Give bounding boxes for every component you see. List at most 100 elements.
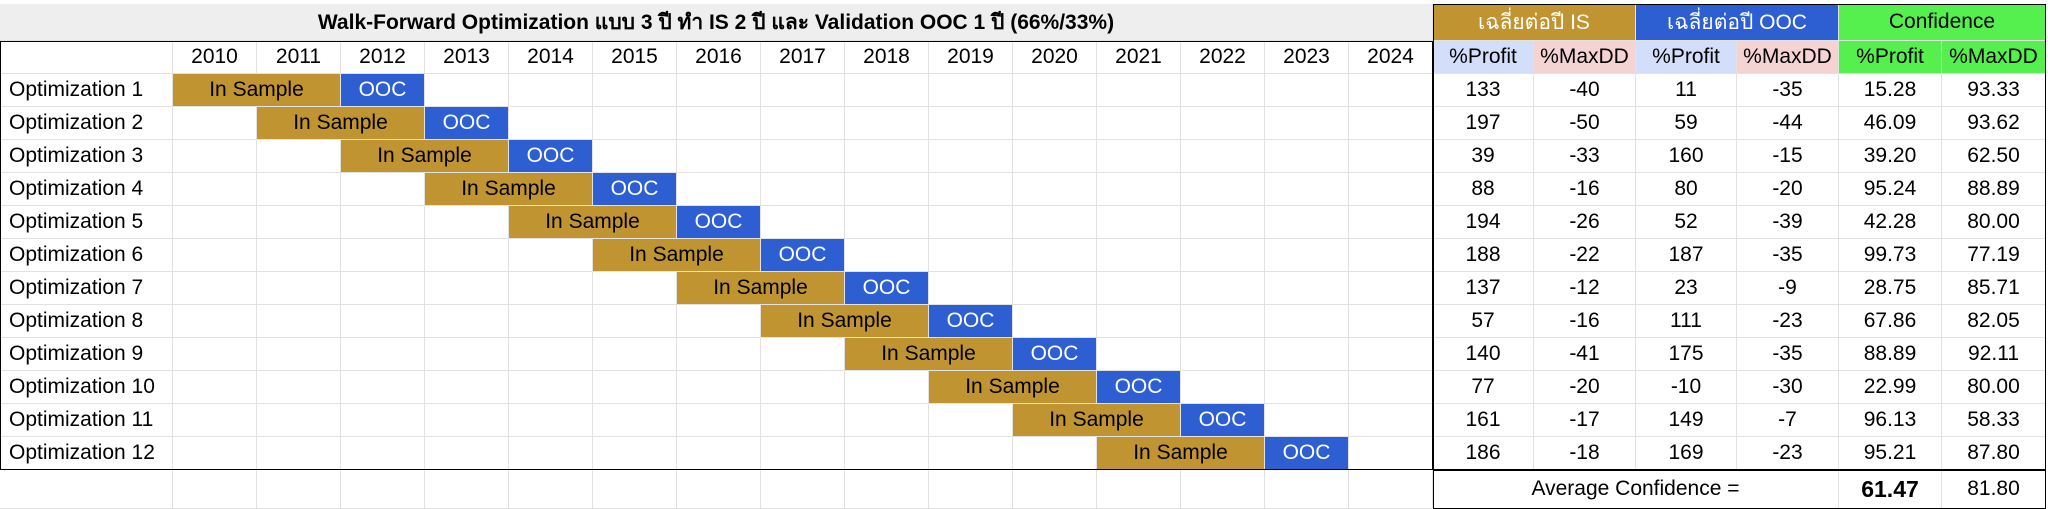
value-conf-profit[interactable]: 95.21 bbox=[1839, 437, 1942, 470]
empty-cell[interactable] bbox=[761, 338, 845, 371]
empty-cell[interactable] bbox=[425, 239, 509, 272]
empty-cell[interactable] bbox=[341, 404, 425, 437]
empty-cell[interactable] bbox=[1349, 74, 1433, 107]
empty-cell[interactable] bbox=[425, 206, 509, 239]
ooc-bar[interactable]: OOC bbox=[593, 173, 677, 206]
value-ooc-profit[interactable]: 111 bbox=[1636, 305, 1737, 338]
in-sample-bar[interactable]: In Sample bbox=[1013, 404, 1181, 437]
empty-cell[interactable] bbox=[1013, 272, 1097, 305]
year-header-2017[interactable]: 2017 bbox=[761, 41, 845, 74]
value-ooc-dd[interactable]: -39 bbox=[1737, 206, 1839, 239]
empty-cell[interactable] bbox=[173, 173, 257, 206]
value-conf-profit[interactable]: 67.86 bbox=[1839, 305, 1942, 338]
empty-cell[interactable] bbox=[1013, 437, 1097, 470]
value-is-profit[interactable]: 140 bbox=[1433, 338, 1534, 371]
empty-cell[interactable] bbox=[173, 371, 257, 404]
empty-cell[interactable] bbox=[173, 239, 257, 272]
value-is-profit[interactable]: 186 bbox=[1433, 437, 1534, 470]
ooc-bar[interactable]: OOC bbox=[1013, 338, 1097, 371]
value-ooc-dd[interactable]: -7 bbox=[1737, 404, 1839, 437]
value-is-dd[interactable]: -12 bbox=[1534, 272, 1636, 305]
value-is-dd[interactable]: -20 bbox=[1534, 371, 1636, 404]
empty-cell[interactable] bbox=[593, 272, 677, 305]
year-header-2021[interactable]: 2021 bbox=[1097, 41, 1181, 74]
value-ooc-profit[interactable]: -10 bbox=[1636, 371, 1737, 404]
value-is-profit[interactable]: 88 bbox=[1433, 173, 1534, 206]
value-ooc-dd[interactable]: -23 bbox=[1737, 437, 1839, 470]
empty-cell[interactable] bbox=[677, 404, 761, 437]
value-conf-dd[interactable]: 88.89 bbox=[1942, 173, 2046, 206]
value-conf-profit[interactable]: 96.13 bbox=[1839, 404, 1942, 437]
empty-cell[interactable] bbox=[1349, 107, 1433, 140]
row-label[interactable]: Optimization 3 bbox=[0, 140, 173, 173]
empty-cell[interactable] bbox=[257, 173, 341, 206]
table-title[interactable]: Walk-Forward Optimization แบบ 3 ปี ทำ IS… bbox=[0, 4, 1433, 41]
empty-cell[interactable] bbox=[1265, 338, 1349, 371]
empty-cell[interactable] bbox=[929, 74, 1013, 107]
empty-cell[interactable] bbox=[593, 140, 677, 173]
value-is-dd[interactable]: -17 bbox=[1534, 404, 1636, 437]
empty-cell[interactable] bbox=[929, 239, 1013, 272]
empty-cell[interactable] bbox=[677, 305, 761, 338]
value-is-profit[interactable]: 39 bbox=[1433, 140, 1534, 173]
ooc-bar[interactable]: OOC bbox=[1265, 437, 1349, 470]
value-is-dd[interactable]: -16 bbox=[1534, 173, 1636, 206]
value-is-profit[interactable]: 194 bbox=[1433, 206, 1534, 239]
header-ooc-average[interactable]: เฉลี่ยต่อปี OOC bbox=[1636, 4, 1839, 41]
value-ooc-profit[interactable]: 169 bbox=[1636, 437, 1737, 470]
empty-cell[interactable] bbox=[509, 470, 593, 509]
empty-cell[interactable] bbox=[1265, 107, 1349, 140]
empty-cell[interactable] bbox=[1097, 470, 1181, 509]
empty-cell[interactable] bbox=[1097, 74, 1181, 107]
empty-cell[interactable] bbox=[425, 272, 509, 305]
empty-cell[interactable] bbox=[173, 272, 257, 305]
value-ooc-profit[interactable]: 52 bbox=[1636, 206, 1737, 239]
empty-cell[interactable] bbox=[173, 206, 257, 239]
value-conf-profit[interactable]: 28.75 bbox=[1839, 272, 1942, 305]
value-is-profit[interactable]: 197 bbox=[1433, 107, 1534, 140]
empty-cell[interactable] bbox=[341, 173, 425, 206]
empty-cell[interactable] bbox=[845, 470, 929, 509]
in-sample-bar[interactable]: In Sample bbox=[341, 140, 509, 173]
year-header-2018[interactable]: 2018 bbox=[845, 41, 929, 74]
ooc-bar[interactable]: OOC bbox=[341, 74, 425, 107]
empty-cell[interactable] bbox=[173, 140, 257, 173]
empty-cell[interactable] bbox=[593, 305, 677, 338]
value-ooc-profit[interactable]: 149 bbox=[1636, 404, 1737, 437]
empty-cell[interactable] bbox=[1265, 470, 1349, 509]
row-label[interactable]: Optimization 8 bbox=[0, 305, 173, 338]
empty-cell[interactable] bbox=[1349, 404, 1433, 437]
empty-cell[interactable] bbox=[845, 206, 929, 239]
row-label[interactable]: Optimization 6 bbox=[0, 239, 173, 272]
in-sample-bar[interactable]: In Sample bbox=[509, 206, 677, 239]
empty-cell[interactable] bbox=[1265, 173, 1349, 206]
empty-cell[interactable] bbox=[509, 338, 593, 371]
value-conf-profit[interactable]: 46.09 bbox=[1839, 107, 1942, 140]
empty-cell[interactable] bbox=[1349, 173, 1433, 206]
empty-cell[interactable] bbox=[845, 173, 929, 206]
value-conf-dd[interactable]: 82.05 bbox=[1942, 305, 2046, 338]
empty-cell[interactable] bbox=[593, 470, 677, 509]
empty-cell[interactable] bbox=[845, 74, 929, 107]
row-label[interactable]: Optimization 9 bbox=[0, 338, 173, 371]
empty-cell[interactable] bbox=[257, 305, 341, 338]
empty-cell[interactable] bbox=[1097, 239, 1181, 272]
value-ooc-dd[interactable]: -35 bbox=[1737, 239, 1839, 272]
empty-cell[interactable] bbox=[425, 437, 509, 470]
average-confidence-label[interactable]: Average Confidence = bbox=[1433, 470, 1839, 509]
empty-cell[interactable] bbox=[509, 272, 593, 305]
empty-cell[interactable] bbox=[1265, 371, 1349, 404]
empty-cell[interactable] bbox=[593, 338, 677, 371]
empty-cell[interactable] bbox=[0, 470, 173, 509]
empty-cell[interactable] bbox=[677, 470, 761, 509]
empty-cell[interactable] bbox=[509, 305, 593, 338]
empty-cell[interactable] bbox=[257, 371, 341, 404]
value-conf-dd[interactable]: 80.00 bbox=[1942, 206, 2046, 239]
empty-cell[interactable] bbox=[929, 404, 1013, 437]
row-label[interactable]: Optimization 5 bbox=[0, 206, 173, 239]
in-sample-bar[interactable]: In Sample bbox=[845, 338, 1013, 371]
empty-cell[interactable] bbox=[509, 107, 593, 140]
year-header-2014[interactable]: 2014 bbox=[509, 41, 593, 74]
empty-cell[interactable] bbox=[1013, 107, 1097, 140]
empty-cell[interactable] bbox=[929, 107, 1013, 140]
